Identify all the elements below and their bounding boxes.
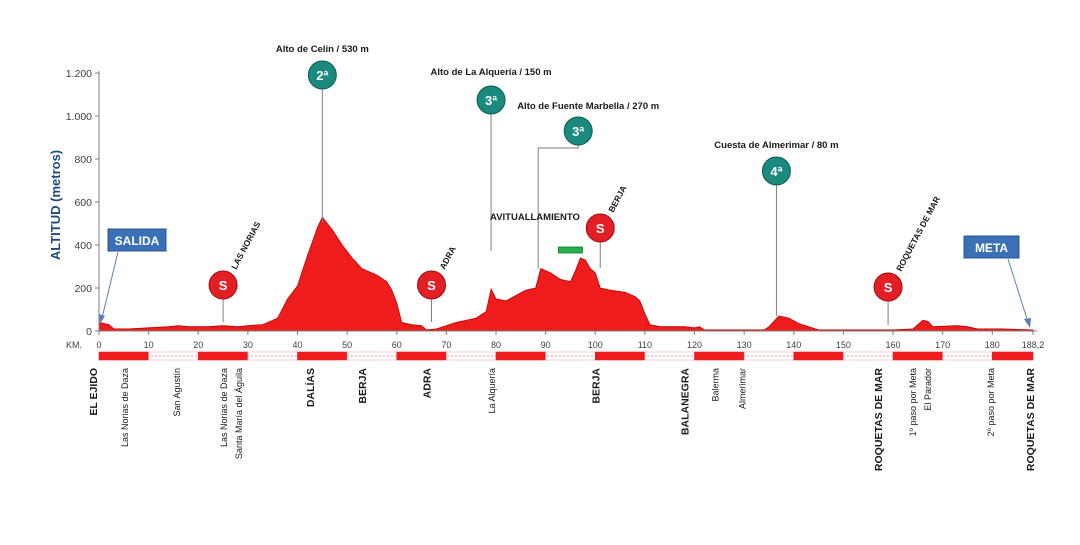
sprint-name: ROQUETAS DE MAR [894,195,942,273]
y-tick-label: 0 [86,326,92,338]
axes-layer: ALTITUD (metros) KM. 02004006008001.0001… [48,68,1045,361]
locality-label: DALÍAS [304,368,317,407]
x-tick-label: 10 [144,340,154,350]
y-tick-label: 1.200 [66,68,92,80]
y-tick-label: 600 [74,197,92,209]
locality-label: San Agustín [172,368,182,417]
sprint-marker-label: S [596,221,605,236]
start-arrowhead [99,314,105,324]
profile-layer [98,216,1034,332]
x-tick-label: 160 [886,340,901,350]
climb-category-marker [563,116,593,146]
locality-label: ROQUETAS DE MAR [1025,368,1037,471]
y-tick-label: 400 [74,240,92,252]
climb-category-label: 3ª [572,124,584,139]
localities-layer: EL EJIDO Las Norias de Daza San Agustín Las… [88,368,1037,471]
sprint-marker-label: S [427,278,436,293]
x-tick-label: 150 [836,340,851,350]
locality-label: BERJA [590,368,602,404]
feed-zone-label: AVITUALLAMIENTO [490,212,580,223]
start-label: SALIDA [115,234,160,248]
locality-label: ROQUETAS DE MAR [873,368,885,471]
x-tick-label: 20 [193,340,203,350]
x-tick-label: 188,2 [1022,340,1045,350]
locality-label: BERJA [357,368,369,404]
elevation-profile-area [98,216,1034,332]
finish-arrowhead [1024,318,1031,328]
start-box [107,228,167,252]
climb-category-marker [761,156,791,186]
locality-label: Las Norias de Daza [219,368,229,447]
climb-category-label: 3ª [485,93,497,108]
y-axis-label: ALTITUD (metros) [48,150,63,260]
x-tick-label: 170 [935,340,950,350]
climb-category-label: 2ª [316,68,328,83]
locality-label: El Parador [923,368,933,411]
sprint-marker [585,213,615,243]
x-tick-label: 70 [441,340,451,350]
y-tick-label: 800 [74,154,92,166]
climb-category-label: 4ª [770,164,782,179]
sprint-marker [873,272,903,302]
x-tick-label: 30 [243,340,253,350]
sprint-marker-label: S [219,278,228,293]
x-tick-label: 130 [737,340,752,350]
x-tick-label: 100 [588,340,603,350]
x-tick-label: 0 [96,340,101,350]
sprint-marker [208,270,238,300]
finish-pointer [1007,258,1029,323]
climb-category-marker [476,85,506,115]
start-pointer [101,251,119,319]
locality-label: Las Norias de Daza [120,368,130,447]
finish-box [963,235,1020,259]
sprint-name: LAS NORIAS [229,220,263,271]
locality-label: 1º paso por Meta [908,368,918,436]
locality-label: 2º paso por Meta [986,368,996,436]
x-tick-label: 110 [638,340,652,350]
locality-label: Santa María del Águila [234,368,244,459]
sprint-name: BERJA [606,184,628,214]
locality-label: La Alquería [487,368,497,414]
finish-label: META [975,241,1008,255]
x-tick-label: 50 [342,340,352,350]
y-tick-label: 200 [74,283,92,295]
climb-title: Alto de La Alquería / 150 m [431,67,552,78]
x-tick-label: 90 [541,340,551,350]
locality-label: Almerimar [738,368,748,409]
climb-category-marker [307,60,337,90]
x-tick-label: 180 [985,340,1000,350]
x-tick-label: 60 [392,340,402,350]
climb-title: Alto de Celín / 530 m [276,44,369,55]
sprint-marker [417,270,447,300]
feed-zone-marker [558,246,583,254]
x-tick-label: 80 [491,340,501,350]
climb-title: Cuesta de Almerimar / 80 m [714,140,838,151]
locality-label: Balerma [710,368,720,402]
locality-label: ADRA [422,368,434,399]
x-tick-label: 40 [293,340,303,350]
x-tick-label: 120 [687,340,702,350]
climb-leader-line [537,145,579,269]
x-tick-label: 140 [786,340,801,350]
y-tick-label: 1.000 [66,111,92,123]
sprint-marker-label: S [884,280,893,295]
climb-title: Alto de Fuente Marbella / 270 m [517,101,659,112]
locality-label: BALANEGRA [680,368,692,435]
locality-label: EL EJIDO [88,368,100,416]
x-axis-label: KM. [66,340,82,350]
sprint-name: ADRA [437,245,457,271]
